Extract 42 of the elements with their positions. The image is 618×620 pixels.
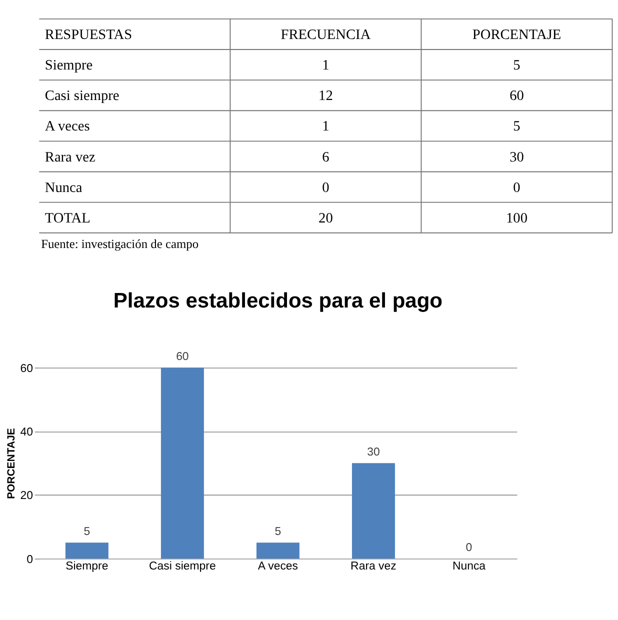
data-label: 5 [84,526,90,538]
bar [160,368,204,559]
chart-title: Plazos establecidos para el pago [113,289,443,312]
text: Siempre [44,58,93,74]
text: Casi siempre [44,88,120,104]
text: RESPUESTAS [44,26,132,43]
source-note: Fuente: investigación de campo [41,237,199,252]
text: 30 [510,149,524,166]
x-tick-label: Nunca [452,560,486,573]
y-tick-label: 0 [26,554,33,566]
data-label: 5 [274,526,282,538]
bar [256,542,300,559]
data-label: 60 [176,350,189,363]
text: 5 [513,58,520,74]
text: A veces [44,118,90,135]
text: 12 [318,88,333,104]
y-tick-label: 20 [20,490,33,502]
text: 20 [318,210,333,226]
text: 1 [322,118,330,135]
text: 5 [513,118,520,135]
y-axis-title: PORCENTAJE [5,428,18,500]
data-label: 0 [466,542,472,554]
text: 1 [322,58,330,74]
x-tick-label: A veces [258,560,298,573]
bar [352,463,395,559]
x-tick-label: Rara vez [350,560,397,573]
text: Nunca [44,180,83,196]
bar [65,542,108,559]
text: 60 [510,88,524,104]
text: 0 [513,180,520,196]
text: Rara vez [44,149,96,166]
y-tick-label: 40 [20,426,33,439]
x-tick-label: Siempre [66,560,108,573]
text: TOTAL [44,210,90,226]
y-tick-label: 60 [20,362,33,375]
text: 6 [322,149,330,166]
text: FRECUENCIA [280,26,372,43]
text: 0 [322,180,330,196]
text: 100 [506,210,528,226]
text: PORCENTAJE [472,26,562,43]
x-tick-label: Casi siempre [149,560,216,573]
data-label: 30 [367,446,380,458]
